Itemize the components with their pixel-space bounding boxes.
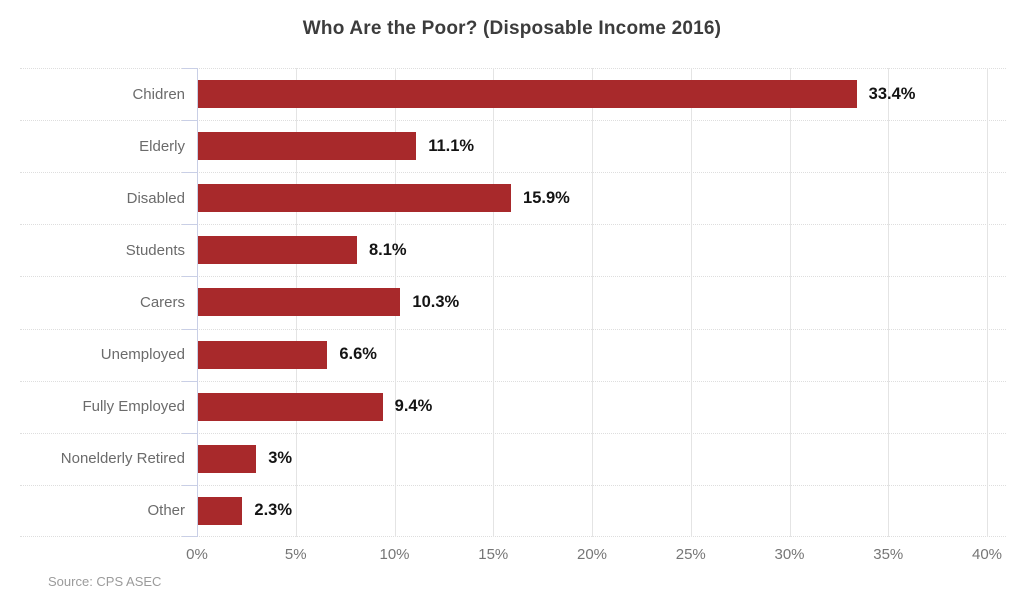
bar bbox=[197, 184, 512, 213]
value-label: 11.1% bbox=[428, 136, 475, 155]
bar bbox=[197, 132, 417, 161]
y-axis-line bbox=[197, 68, 198, 537]
value-label: 9.4% bbox=[394, 397, 433, 416]
bar bbox=[197, 288, 401, 317]
x-axis-tick-label: 35% bbox=[873, 546, 904, 563]
row-separator-line bbox=[20, 224, 1006, 226]
row-separator-line bbox=[20, 120, 1006, 122]
row-separator-line bbox=[20, 172, 1006, 174]
gridline bbox=[888, 68, 890, 537]
bar-row: 11.1% bbox=[197, 120, 987, 172]
bar-row: 6.6% bbox=[197, 329, 987, 381]
y-axis-tick bbox=[182, 120, 197, 122]
y-axis-tick bbox=[182, 224, 197, 226]
plot-area: 33.4% 11.1% 15.9% 8.1% 10.3% 6.6% 9.4% 3% 2.3% bbox=[182, 68, 988, 537]
bar-row: 2.3% bbox=[197, 485, 987, 537]
value-label: 10.3% bbox=[412, 292, 460, 311]
category-label: Disabled bbox=[126, 189, 185, 207]
row-separator-line bbox=[20, 536, 1006, 537]
bar-row: 9.4% bbox=[197, 381, 987, 433]
category-label: Unemployed bbox=[100, 346, 185, 364]
chart-title: Who Are the Poor? (Disposable Income 201… bbox=[302, 18, 722, 39]
x-axis-tick-label: 10% bbox=[379, 546, 410, 563]
row-separator-line bbox=[20, 68, 1006, 69]
row-separator-line bbox=[20, 432, 1006, 434]
gridline bbox=[987, 68, 988, 537]
gridline bbox=[493, 68, 495, 537]
x-axis-tick-label: 20% bbox=[576, 546, 608, 563]
category-label: Elderly bbox=[139, 137, 185, 155]
row-separator-line bbox=[20, 380, 1006, 382]
row-separator-line bbox=[20, 328, 1006, 330]
x-axis-tick-label: 30% bbox=[774, 546, 805, 563]
bar bbox=[197, 496, 243, 525]
x-axis-tick-label: 5% bbox=[284, 546, 307, 563]
value-label: 33.4% bbox=[868, 84, 916, 103]
category-label: Students bbox=[125, 241, 185, 259]
x-axis-tick-label: 40% bbox=[971, 546, 1003, 563]
bar bbox=[197, 80, 857, 109]
gridline bbox=[789, 68, 791, 537]
x-axis-tick-label: 0% bbox=[186, 546, 208, 563]
value-label: 2.3% bbox=[254, 501, 293, 520]
category-label: Other bbox=[147, 502, 185, 520]
bar bbox=[197, 340, 328, 369]
row-separators bbox=[20, 68, 1006, 537]
category-axis: Chidren Elderly Disabled Students Carers Unem… bbox=[0, 68, 185, 537]
y-axis-tick bbox=[182, 328, 197, 330]
category-label: Chidren bbox=[132, 85, 185, 103]
gridline bbox=[690, 68, 692, 537]
bar bbox=[197, 236, 357, 265]
y-axis-tick bbox=[182, 172, 197, 174]
category-label: Fully Employed bbox=[82, 398, 185, 416]
y-axis-tick bbox=[182, 536, 197, 537]
y-axis-tick bbox=[182, 484, 197, 486]
value-label: 15.9% bbox=[523, 188, 570, 207]
bar-row: 15.9% bbox=[197, 172, 987, 224]
gridline bbox=[592, 68, 593, 537]
y-axis-tick bbox=[182, 276, 197, 278]
bar-row: 10.3% bbox=[197, 276, 987, 328]
source-note: Source: CPS ASEC bbox=[48, 574, 162, 589]
bar bbox=[197, 392, 383, 421]
x-axis-tick-label: 15% bbox=[478, 546, 509, 563]
bar-row: 33.4% bbox=[197, 68, 987, 120]
bar-row: 8.1% bbox=[197, 224, 987, 276]
category-label: Nonelderly Retired bbox=[60, 450, 185, 468]
row-separator-line bbox=[20, 484, 1006, 486]
value-label: 3% bbox=[268, 449, 293, 468]
y-axis-tick bbox=[182, 380, 197, 382]
x-axis-tick-label: 25% bbox=[675, 546, 706, 563]
category-label: Carers bbox=[139, 293, 185, 311]
row-separator-line bbox=[20, 276, 1006, 278]
y-axis-tick bbox=[182, 68, 197, 69]
bar bbox=[197, 444, 257, 473]
value-label: 6.6% bbox=[339, 345, 377, 364]
value-label: 8.1% bbox=[368, 240, 407, 259]
bar-rows: 33.4% 11.1% 15.9% 8.1% 10.3% 6.6% 9.4% 3% 2.3% bbox=[197, 68, 987, 537]
x-axis-labels: 0% 5% 10% 15% 20% 25% 30% 35% 40% bbox=[186, 546, 1002, 566]
bar-row: 3% bbox=[197, 433, 987, 485]
y-axis-tick bbox=[182, 432, 197, 434]
